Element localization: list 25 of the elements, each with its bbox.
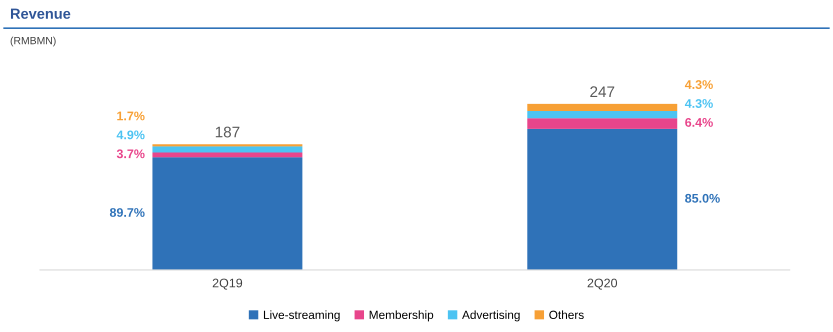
bar: [527, 128, 678, 270]
chart-subtitle: (RMBMN): [10, 36, 56, 46]
bar: [152, 146, 302, 153]
x-tick-label: 2Q19: [212, 278, 242, 290]
text: 4.3%: [684, 80, 713, 90]
chart-title: Revenue: [10, 8, 70, 19]
legend-label: Others: [549, 310, 584, 320]
annotation: 4.9%: [116, 130, 145, 140]
annotation: 1.7%: [117, 112, 145, 120]
annotation: 187: [216, 126, 240, 138]
annotation: 6.4%: [685, 118, 713, 127]
bar: [152, 152, 302, 158]
bar: [527, 104, 678, 112]
annotation: 3.7%: [116, 149, 145, 158]
legend-label: Membership: [370, 310, 434, 322]
annotation: 4.3%: [684, 99, 713, 108]
text: 247: [590, 86, 614, 97]
x-tick-label: 2Q20: [588, 278, 618, 290]
legend-label: Live-streaming: [264, 310, 340, 322]
legend-label: Advertising: [462, 310, 520, 322]
bar: [527, 111, 678, 118]
bar: [527, 118, 678, 129]
annotation: 85.0%: [685, 194, 720, 203]
bar: [152, 157, 302, 270]
annotation: 89.7%: [110, 208, 145, 217]
